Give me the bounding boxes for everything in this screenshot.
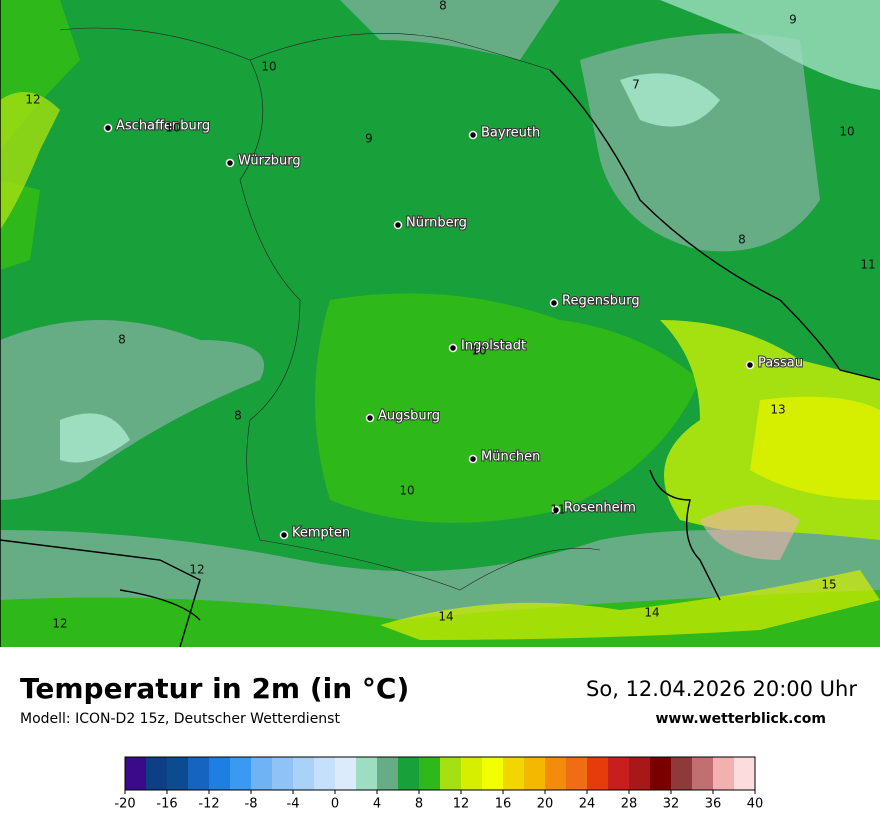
city-dot [468,454,478,464]
city-dot [279,530,289,540]
legend-swatch [167,757,188,790]
city-label: Augsburg [378,409,440,424]
city-dot [225,158,235,168]
contour-label: 10 [471,344,486,358]
city-label: Passau [758,356,803,371]
contour-label: 9 [789,13,797,27]
contour-label: 12 [52,617,67,631]
legend-tick-label: -20 [114,797,135,812]
legend-swatch [251,757,272,790]
map [0,0,880,648]
legend-tick-label: 4 [373,797,381,812]
model: Modell: ICON-D2 15z, Deutscher Wetterdie… [20,711,340,727]
city-label: Nürnberg [406,216,467,231]
legend-swatch [356,757,377,790]
city-dot [448,343,458,353]
legend-tick-label: 28 [621,797,638,812]
cities: Aschaffenburg Würzburg Bayreuth Nürnberg Reg… [103,118,804,542]
legend-swatch [230,757,251,790]
city-dot [468,130,478,140]
legend-swatch [335,757,356,790]
city-label: Regensburg [562,294,640,309]
contour-label: 12 [25,93,40,107]
legend-swatch [146,757,167,790]
legend-tick-label: -12 [198,797,219,812]
contour-label: 8 [118,333,126,347]
legend-tick-label: -16 [156,797,177,812]
city-label: Würzburg [238,154,301,169]
city-label: Rosenheim [564,501,636,516]
legend-tick-label: 32 [663,797,680,812]
legend-swatch [566,757,587,790]
legend-swatch [272,757,293,790]
legend-tick-label: 36 [705,797,722,812]
contour-label: 10 [399,484,414,498]
legend-swatch [713,757,734,790]
title: Temperatur in 2m (in °C) [20,672,409,705]
legend-swatch [503,757,524,790]
legend-swatch [461,757,482,790]
contour-label: 14 [438,610,453,624]
contour-label: 8 [738,233,746,247]
city-label: Kempten [292,526,350,541]
legend-tick-label: 24 [579,797,596,812]
legend-swatch [125,757,146,790]
contour-label: 9 [365,132,373,146]
legend-swatch [482,757,503,790]
city-dot [551,505,561,515]
legend-tick-label: 20 [537,797,554,812]
city-dot [393,220,403,230]
legend-swatch [419,757,440,790]
legend-swatch [293,757,314,790]
legend-swatch [671,757,692,790]
legend-swatch [650,757,671,790]
legend-frame [124,756,756,791]
legend-tick-label: 8 [415,797,423,812]
city-dot [365,413,375,423]
contour-labels: 8 9 10 12 7 10 10 9 8 11 8 10 13 8 10 11 12 15 14 14 12 [25,0,875,631]
legend-swatch [188,757,209,790]
contour-label: 10 [839,125,854,139]
contour-label: 15 [821,578,836,592]
website: www.wetterblick.com [656,711,827,727]
legend-tick-label: -4 [287,797,300,812]
contour-label: 10 [261,60,276,74]
city-label: Ingolstadt [461,339,526,354]
contour-label: 10 [165,121,180,135]
city-label: Aschaffenburg [116,119,210,134]
city-dot [103,123,113,133]
legend-swatch [377,757,398,790]
legend-tick-label: 0 [331,797,339,812]
legend-swatch [398,757,419,790]
legend-swatch [734,757,755,790]
contour-label: 7 [632,78,640,92]
contour-label: 11 [550,503,565,517]
legend-swatch [440,757,461,790]
legend-tick-label: 16 [495,797,512,812]
legend-swatch [524,757,545,790]
legend-swatch [545,757,566,790]
contour-label: 13 [770,403,785,417]
legend-tick-label: 40 [747,797,764,812]
legend-swatch [209,757,230,790]
contour-label: 14 [644,606,659,620]
legend: -20 -16 -12 -8 -4 0 4 8 12 16 20 24 28 32 36 40 [114,756,764,812]
legend-swatch [692,757,713,790]
city-dot [549,298,559,308]
legend-swatch [629,757,650,790]
legend-tick-label: 12 [453,797,470,812]
contour-label: 8 [234,409,242,423]
city-dot [745,360,755,370]
city-label: Bayreuth [481,126,540,141]
legend-swatch [587,757,608,790]
legend-swatch [608,757,629,790]
legend-tick-label: -8 [245,797,258,812]
contour-label: 11 [860,258,875,272]
legend-swatch [314,757,335,790]
city-label: München [481,450,540,465]
contour-label: 12 [189,563,204,577]
datetime: So, 12.04.2026 20:00 Uhr [586,677,857,701]
contour-label: 8 [439,0,447,13]
